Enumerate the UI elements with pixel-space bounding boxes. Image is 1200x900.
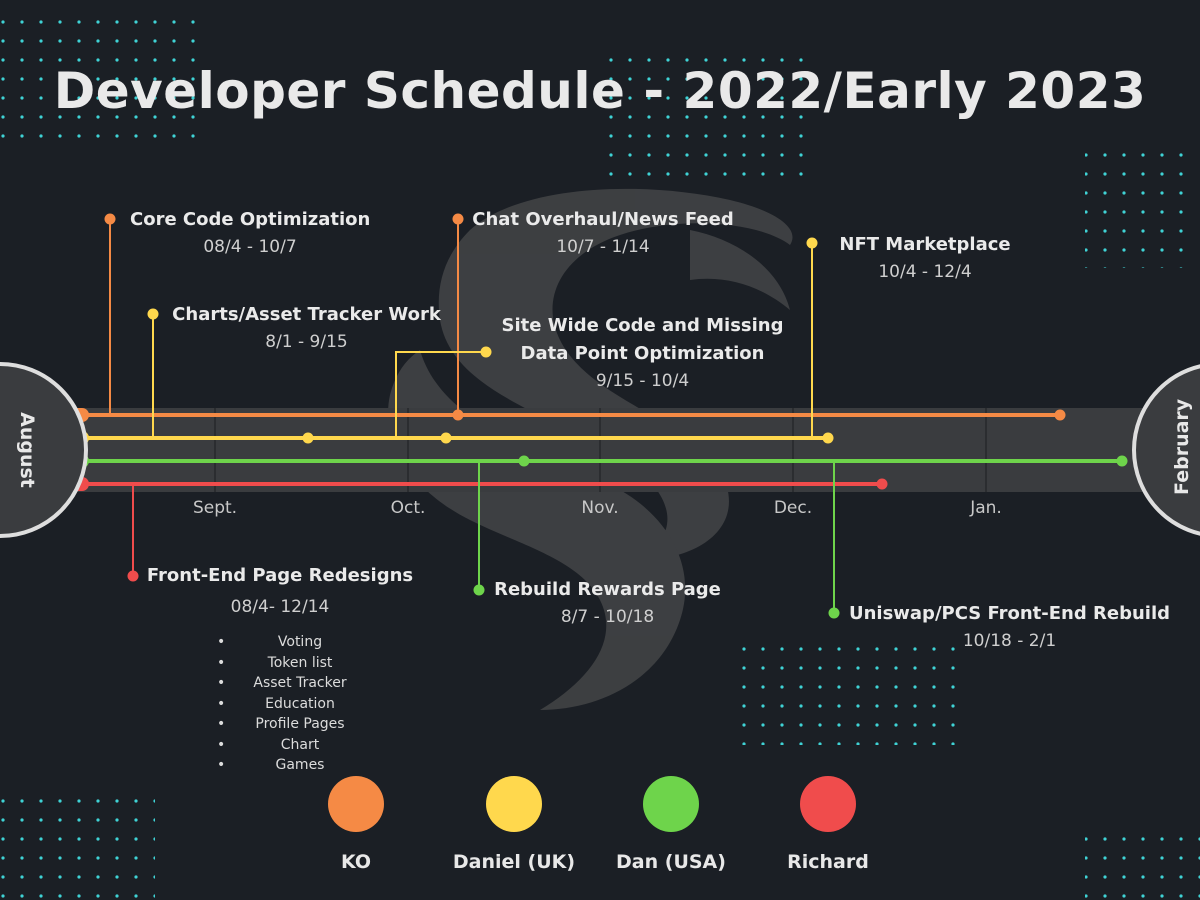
- task-dates: 8/1 - 9/15: [265, 332, 348, 352]
- dot-grid-right: [1085, 138, 1195, 268]
- list-item: Asset Tracker: [205, 673, 375, 694]
- task-dates: 10/4 - 12/4: [878, 262, 972, 282]
- task-title: NFT Marketplace: [839, 234, 1011, 255]
- task-rebuild-rewards: Rebuild Rewards Page 8/7 - 10/18: [490, 576, 725, 630]
- task-uniswap: Uniswap/PCS Front-End Rebuild 10/18 - 2/…: [842, 600, 1177, 654]
- task-dates: 9/15 - 10/4: [595, 371, 690, 391]
- month-label-sept: Sept.: [192, 498, 238, 518]
- front-end-items: Voting Token list Asset Tracker Educatio…: [205, 632, 375, 776]
- legend-swatch-ko: [328, 776, 384, 832]
- task-title: Charts/Asset Tracker Work: [172, 304, 441, 325]
- task-nft-marketplace: NFT Marketplace 10/4 - 12/4: [835, 231, 1015, 285]
- task-title: Rebuild Rewards Page: [494, 579, 721, 600]
- month-label-jan: Jan.: [970, 498, 1002, 518]
- dot-grid-bottom-right: [1085, 825, 1200, 900]
- milestone-daniel-2: [440, 432, 452, 444]
- task-core-code: Core Code Optimization 08/4 - 10/7: [130, 206, 370, 260]
- marker-rewards: [473, 584, 485, 596]
- task-title: Core Code Optimization: [130, 209, 371, 230]
- task-title: Uniswap/PCS Front-End Rebuild: [848, 603, 1171, 624]
- dot-grid-top-right: [608, 58, 803, 178]
- task-dates: 10/18 - 2/1: [962, 631, 1057, 651]
- task-front-end: Front-End Page Redesigns 08/4- 12/14: [145, 562, 415, 620]
- milestone-dan-1: [518, 455, 530, 467]
- dot-grid-top-left: [0, 18, 200, 143]
- month-label-nov: Nov.: [581, 498, 619, 518]
- list-item: Voting: [205, 632, 375, 653]
- task-dates: 08/4- 12/14: [230, 597, 330, 617]
- month-dividers: [214, 408, 987, 492]
- task-dates: 10/7 - 1/14: [556, 237, 650, 257]
- list-item: Profile Pages: [205, 714, 375, 735]
- milestone-daniel-1: [302, 432, 314, 444]
- marker-site-wide: [480, 346, 492, 358]
- lane-dan-end: [1116, 455, 1128, 467]
- lane-daniel-end: [822, 432, 834, 444]
- task-dates: 08/4 - 10/7: [203, 237, 297, 257]
- timeline-track: [60, 408, 1160, 492]
- lane-ko-end: [1054, 409, 1066, 421]
- task-title-line2: Data Point Optimization: [520, 343, 765, 364]
- connector-site-wide: [395, 351, 486, 438]
- start-cap: [0, 362, 88, 538]
- legend-label-dan: Dan (USA): [616, 851, 726, 873]
- dot-grid-bottom-middle: [742, 645, 962, 745]
- legend-swatch-richard: [800, 776, 856, 832]
- end-cap: [1132, 364, 1200, 536]
- month-label-dec: Dec.: [773, 498, 813, 518]
- legend-label-daniel: Daniel (UK): [452, 851, 576, 873]
- task-chat-overhaul: Chat Overhaul/News Feed 10/7 - 1/14: [468, 206, 738, 260]
- marker-chat: [452, 213, 464, 225]
- task-charts-asset: Charts/Asset Tracker Work 8/1 - 9/15: [164, 301, 449, 355]
- legend-label-richard: Richard: [787, 851, 869, 873]
- dot-grid-bottom-left: [0, 790, 155, 900]
- list-item: Token list: [205, 653, 375, 674]
- legend-label-ko: KO: [340, 851, 372, 873]
- task-title: Chat Overhaul/News Feed: [472, 209, 734, 230]
- month-label-oct: Oct.: [390, 498, 426, 518]
- list-item: Chart: [205, 735, 375, 756]
- legend-swatch-daniel: [486, 776, 542, 832]
- task-site-wide: Site Wide Code and Missing Data Point Op…: [495, 312, 790, 394]
- marker-front-end: [127, 570, 139, 582]
- marker-uniswap: [828, 607, 840, 619]
- marker-nft: [806, 237, 818, 249]
- lane-richard-end: [876, 478, 888, 490]
- end-month-label: February: [1171, 398, 1193, 495]
- marker-core-code: [104, 213, 116, 225]
- task-title-line1: Site Wide Code and Missing: [501, 315, 784, 336]
- page-title: Developer Schedule - 2022/Early 2023: [53, 62, 1147, 120]
- legend-swatch-dan: [643, 776, 699, 832]
- list-item: Education: [205, 694, 375, 715]
- list-item: Games: [205, 755, 375, 776]
- start-month-label: August: [16, 412, 38, 488]
- task-title: Front-End Page Redesigns: [146, 565, 414, 586]
- marker-charts: [147, 308, 159, 320]
- task-dates: 8/7 - 10/18: [560, 607, 655, 627]
